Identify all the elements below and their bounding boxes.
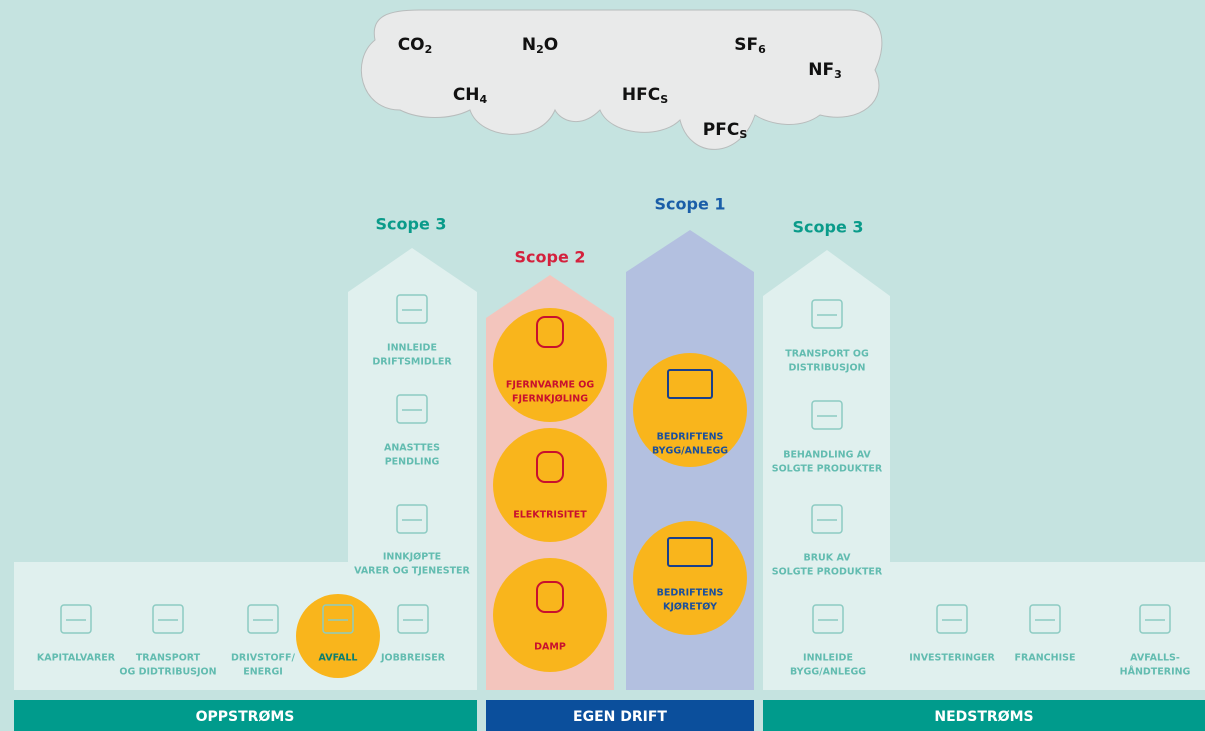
- item-label: ELEKTRISITET: [513, 510, 587, 521]
- item-label: ANASTTES: [384, 443, 440, 454]
- item-label: KJØRETØY: [663, 602, 717, 613]
- gas-subscript: 4: [480, 93, 488, 106]
- icon: [667, 369, 713, 399]
- icon: [1029, 604, 1061, 634]
- icon: [812, 604, 844, 634]
- item-label: ENERGI: [243, 667, 283, 678]
- icon: [152, 604, 184, 634]
- gas-label: HFCS: [622, 85, 668, 106]
- icon: [536, 581, 564, 613]
- gas-label: SF6: [734, 35, 766, 56]
- gas-base: CO: [398, 35, 425, 55]
- highlight-circle: [296, 594, 380, 678]
- icon: [397, 604, 429, 634]
- icon: [536, 451, 564, 483]
- icon: [247, 604, 279, 634]
- icon: [936, 604, 968, 634]
- footer-label: NEDSTRØMS: [934, 709, 1033, 725]
- icon: [1139, 604, 1171, 634]
- item-label: BRUK AV: [804, 553, 852, 564]
- item-label: BYGG/ANLEGG: [652, 446, 728, 457]
- scope-label: Scope 3: [792, 218, 863, 237]
- item-label: VARER OG TJENESTER: [354, 566, 470, 577]
- icon: [60, 604, 92, 634]
- scope-circle: [493, 428, 607, 542]
- gas-rest: O: [544, 35, 558, 55]
- scope-circle: [633, 521, 747, 635]
- item-label: DAMP: [534, 642, 566, 653]
- item-label: SOLGTE PRODUKTER: [772, 567, 883, 578]
- item-label: FJERNKJØLING: [512, 394, 588, 405]
- item-label: BEHANDLING AV: [783, 450, 871, 461]
- scope-circle: [633, 353, 747, 467]
- item-label: BEDRIFTENS: [657, 432, 724, 443]
- gas-subscript: 2: [536, 43, 544, 56]
- item-label: BEDRIFTENS: [657, 588, 724, 599]
- gas-base: NF: [808, 60, 834, 80]
- item-label: INNLEIDE: [387, 343, 437, 354]
- gas-label: N2O: [522, 35, 558, 56]
- item-label: FRANCHISE: [1015, 653, 1076, 664]
- icon: [396, 394, 428, 424]
- scope-label: Scope 1: [654, 195, 725, 214]
- item-label: KAPITALVARER: [37, 653, 116, 664]
- item-label: HÅNDTERING: [1120, 667, 1191, 678]
- item-label: INNKJØPTE: [383, 552, 441, 563]
- gas-subscript: 6: [758, 43, 766, 56]
- icon: [536, 316, 564, 348]
- footer-bar: [14, 700, 477, 731]
- gas-label: PFCS: [703, 120, 748, 141]
- icon: [322, 604, 354, 634]
- gas-base: CH: [453, 85, 480, 105]
- footer-label: EGEN DRIFT: [573, 709, 667, 725]
- footer-bar: [486, 700, 754, 731]
- gas-label: NF3: [808, 60, 842, 81]
- item-label: TRANSPORT: [136, 653, 201, 664]
- gas-base: HFC: [622, 85, 660, 105]
- item-label: DRIVSTOFF/: [231, 653, 295, 664]
- item-label: AVFALLS-: [1130, 653, 1180, 664]
- footer-label: OPPSTRØMS: [196, 709, 295, 725]
- scope-label: Scope 3: [375, 215, 446, 234]
- scope-circle: [493, 308, 607, 422]
- gas-subscript: S: [660, 93, 668, 106]
- gas-base: PFC: [703, 120, 740, 140]
- downstream-band: [763, 562, 1205, 690]
- item-label: FJERNVARME OG: [506, 380, 594, 391]
- icon: [811, 504, 843, 534]
- item-label: SOLGTE PRODUKTER: [772, 464, 883, 475]
- gas-base: SF: [734, 35, 758, 55]
- icon: [667, 537, 713, 567]
- icon: [811, 299, 843, 329]
- item-label: DRIFTSMIDLER: [372, 357, 452, 368]
- item-label: INNLEIDE: [803, 653, 853, 664]
- item-label: OG DIDTRIBUSJON: [119, 667, 216, 678]
- footer-bar: [763, 700, 1205, 731]
- gas-label: CH4: [453, 85, 488, 106]
- gas-subscript: 3: [834, 68, 842, 81]
- cloud: [360, 9, 883, 150]
- item-label: JOBBREISER: [380, 653, 446, 664]
- scope-circle: [493, 558, 607, 672]
- gas-subscript: 2: [425, 43, 433, 56]
- gas-base: N: [522, 35, 536, 55]
- icon: [396, 294, 428, 324]
- item-label: DISTRIBUSJON: [789, 363, 866, 374]
- scope-label: Scope 2: [514, 248, 585, 267]
- icon: [811, 400, 843, 430]
- item-label: INVESTERINGER: [909, 653, 995, 664]
- icon: [396, 504, 428, 534]
- gas-label: CO2: [398, 35, 433, 56]
- gas-subscript: S: [739, 128, 747, 141]
- item-label: AVFALL: [319, 653, 358, 664]
- item-label: BYGG/ANLEGG: [790, 667, 866, 678]
- item-label: TRANSPORT OG: [785, 349, 869, 360]
- item-label: PENDLING: [385, 457, 440, 468]
